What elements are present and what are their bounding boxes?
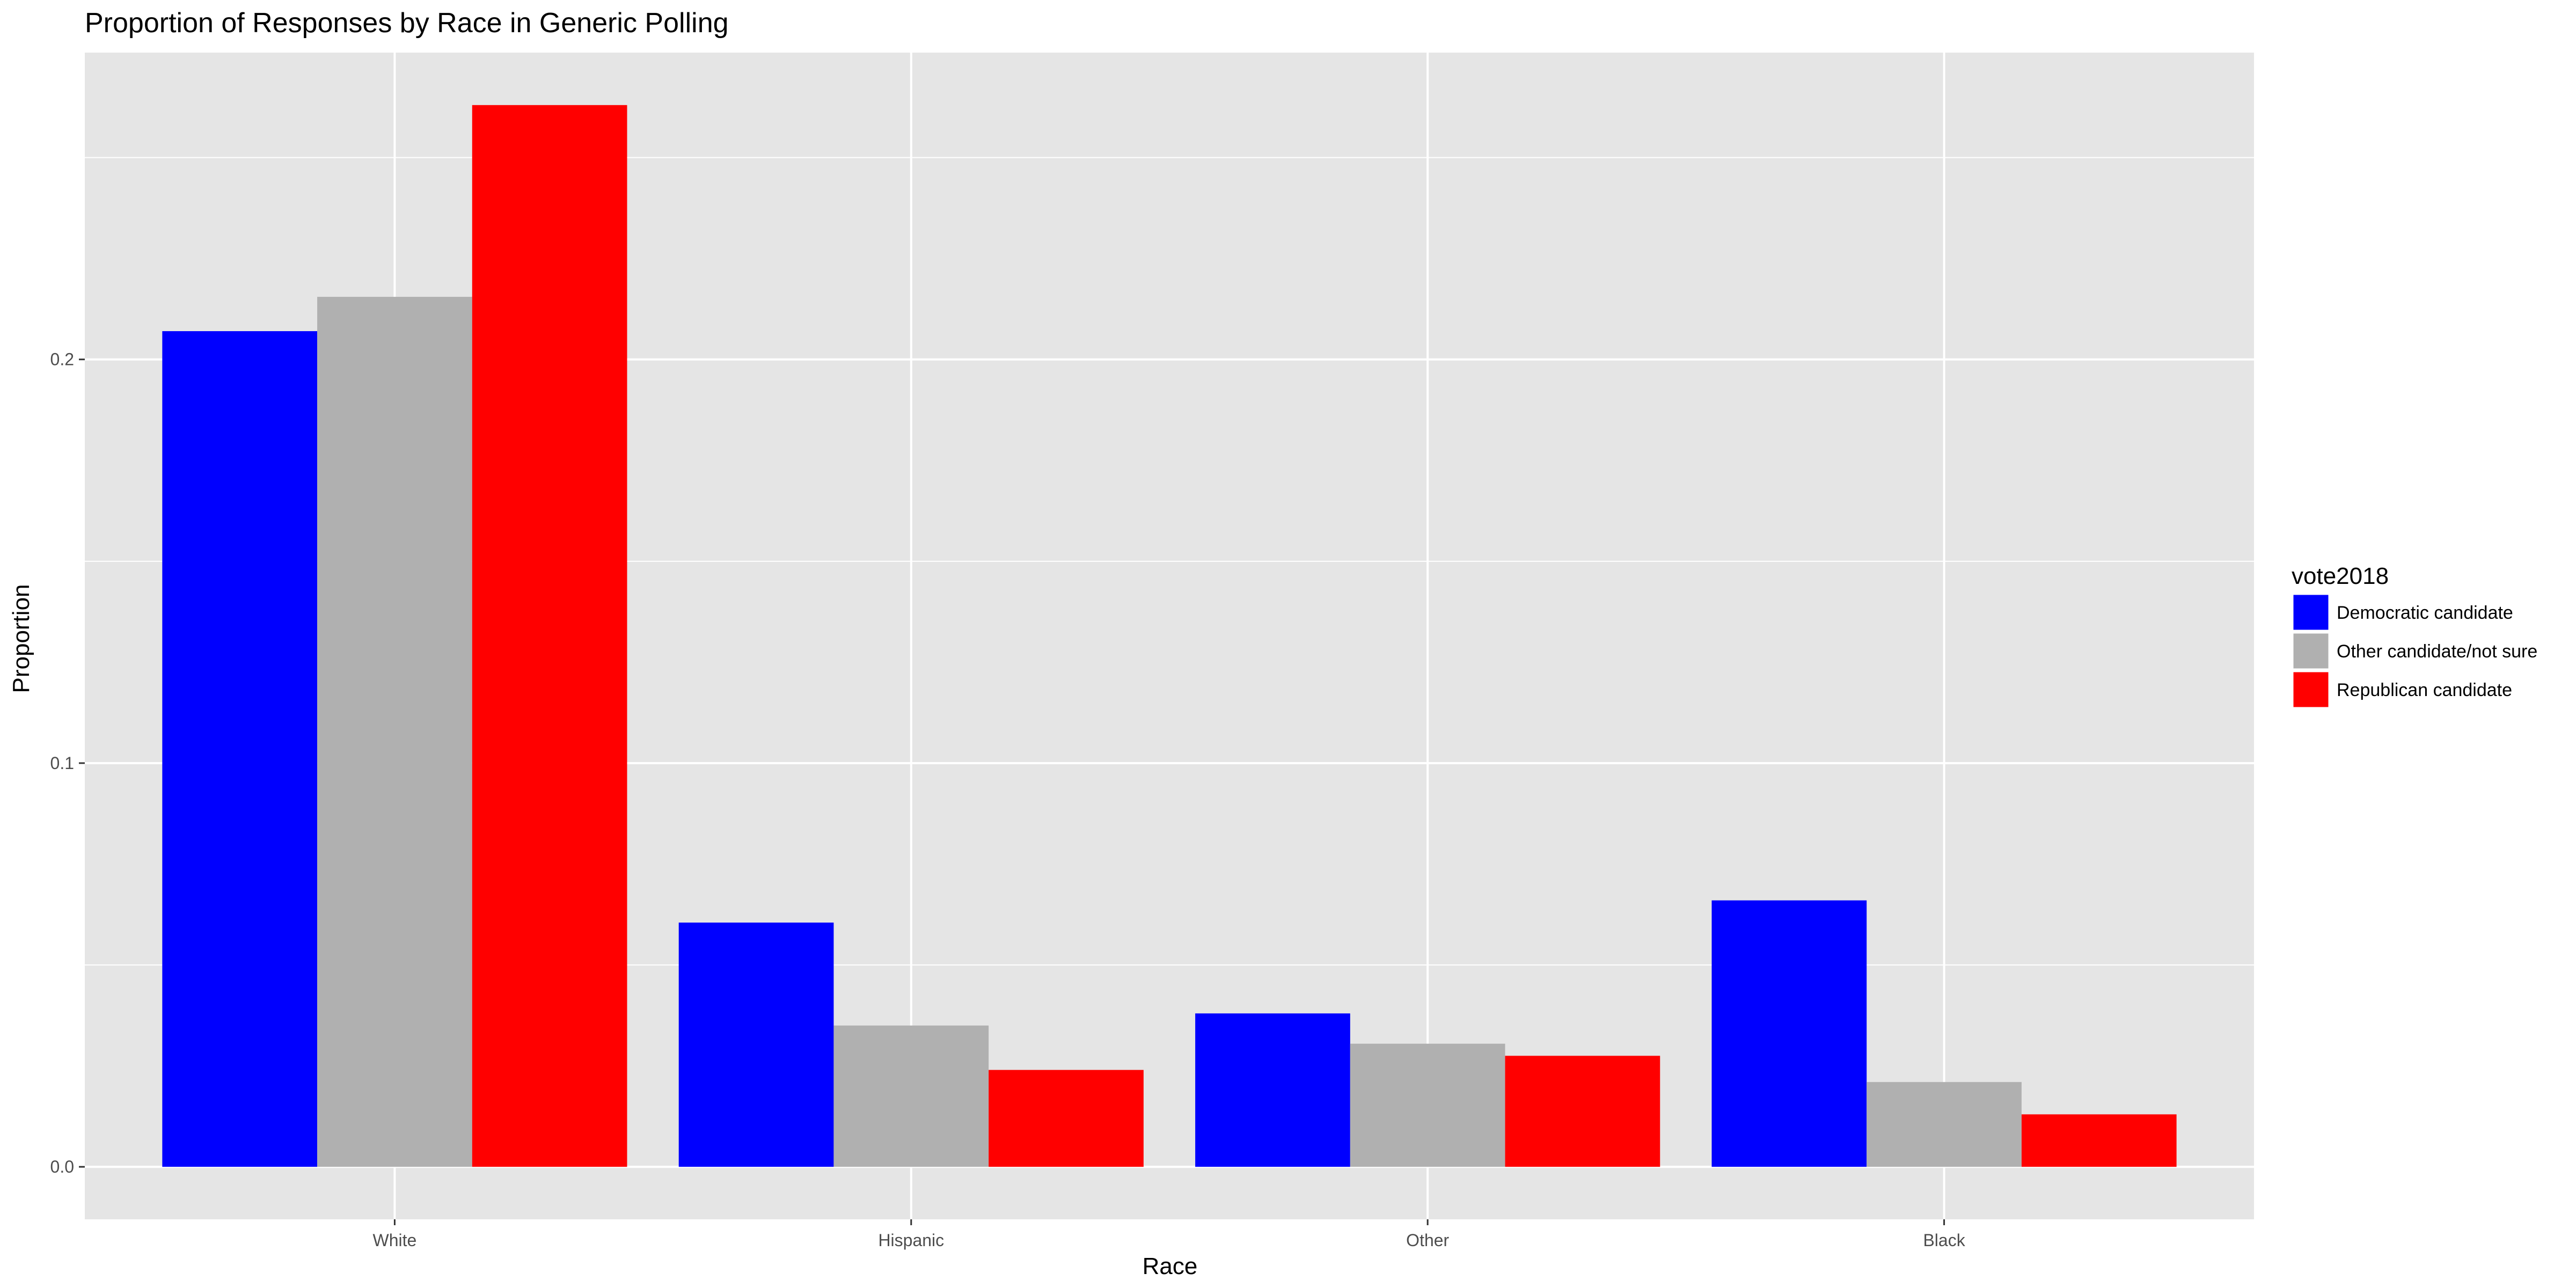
bar	[1867, 1082, 2022, 1167]
bar	[1711, 900, 1867, 1167]
bar	[678, 923, 834, 1167]
y-tick-label: 0.1	[50, 753, 74, 773]
legend-title: vote2018	[2292, 563, 2389, 589]
y-axis: 0.0 0.1 0.2	[50, 350, 85, 1176]
chart-title: Proportion of Responses by Race in Gener…	[85, 8, 729, 39]
x-tick-label: Black	[1923, 1231, 1965, 1250]
legend: vote2018 Democratic candidate Other candi…	[2292, 563, 2537, 709]
x-tick-label: Hispanic	[878, 1231, 944, 1250]
bar	[833, 1025, 989, 1167]
x-axis: White Hispanic Other Black	[373, 1219, 1966, 1250]
legend-key	[2292, 593, 2330, 632]
legend-label: Other candidate/not sure	[2337, 641, 2537, 662]
bar	[1195, 1013, 1350, 1167]
x-axis-title: Race	[1143, 1253, 1198, 1279]
y-tick-label: 0.2	[50, 350, 74, 369]
bar	[162, 331, 318, 1167]
x-tick-label: Other	[1406, 1231, 1449, 1250]
legend-key	[2292, 670, 2330, 709]
bar	[1350, 1043, 1505, 1167]
legend-label: Democratic candidate	[2337, 603, 2513, 623]
bar-series	[162, 105, 2177, 1167]
y-tick-label: 0.0	[50, 1157, 74, 1176]
legend-label: Republican candidate	[2337, 680, 2512, 700]
bar	[2021, 1114, 2177, 1167]
legend-key	[2292, 632, 2330, 670]
x-tick-label: White	[373, 1231, 417, 1250]
bar	[989, 1070, 1144, 1167]
bar	[1505, 1056, 1660, 1167]
bar	[472, 105, 627, 1167]
bar	[317, 297, 472, 1167]
y-axis-title: Proportion	[8, 584, 34, 693]
